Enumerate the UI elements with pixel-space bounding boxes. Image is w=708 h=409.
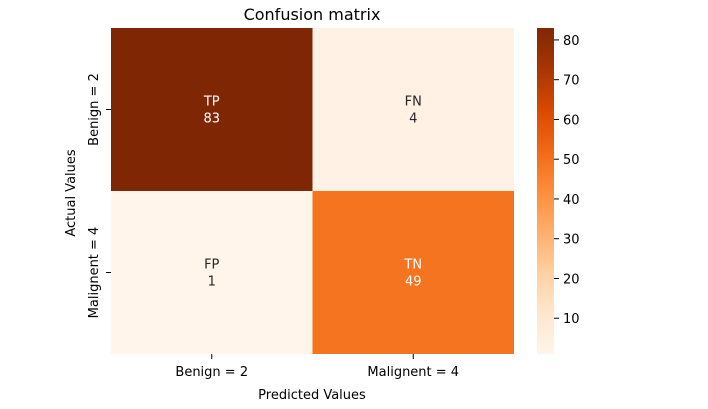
- colorbar-gradient: [537, 28, 554, 354]
- colorbar: 10 20 30 40 50 60 70 80: [537, 28, 580, 354]
- heatmap-cell: [312, 28, 514, 191]
- cell-value: 49: [405, 275, 422, 290]
- heatmap-cell: [312, 191, 514, 354]
- chart-title: Confusion matrix: [244, 5, 381, 24]
- y-axis-ticks: Benign = 2 Malignent = 4: [87, 73, 111, 318]
- x-axis-ticks: Benign = 2 Malignent = 4: [175, 354, 459, 380]
- y-tick-label: Malignent = 4: [87, 227, 102, 319]
- cell-value: 83: [203, 112, 220, 127]
- x-axis-label: Predicted Values: [258, 388, 366, 403]
- colorbar-tick-label: 50: [563, 153, 580, 168]
- x-tick-label: Benign = 2: [175, 365, 248, 380]
- colorbar-tick-label: 80: [563, 34, 580, 49]
- colorbar-tick-label: 70: [563, 74, 580, 89]
- heatmap-cell: [111, 28, 313, 191]
- cell-label: TP: [203, 95, 220, 110]
- colorbar-tick-label: 20: [563, 272, 580, 287]
- cell-label: FP: [204, 258, 219, 273]
- y-tick-label: Benign = 2: [87, 73, 102, 146]
- colorbar-tick-label: 60: [563, 113, 580, 128]
- y-axis-label: Actual Values: [64, 149, 79, 237]
- x-tick-label: Malignent = 4: [367, 365, 459, 380]
- cell-label: FN: [405, 95, 422, 110]
- cell-label: TN: [403, 258, 422, 273]
- cell-value: 1: [208, 275, 216, 290]
- colorbar-tick-label: 40: [563, 193, 580, 208]
- heatmap-cell: [111, 191, 313, 354]
- heatmap-cells: TP 83 FN 4 FP 1 TN 49: [111, 28, 514, 354]
- cell-value: 4: [409, 112, 417, 127]
- colorbar-tick-label: 30: [563, 233, 580, 248]
- colorbar-tick-label: 10: [563, 312, 580, 327]
